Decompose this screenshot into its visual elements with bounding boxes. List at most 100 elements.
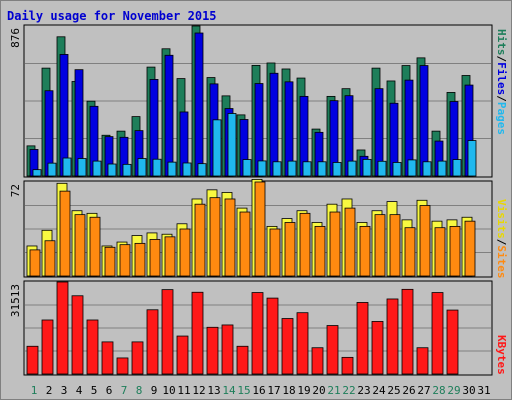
bar-sites-day-21 bbox=[329, 211, 341, 277]
bar-pages-day-2 bbox=[47, 162, 57, 177]
legend-sites: Sites bbox=[495, 245, 508, 278]
bar-sites-day-3 bbox=[59, 190, 71, 277]
bar-pages-day-3 bbox=[62, 157, 72, 177]
bar-kbytes-day-27 bbox=[416, 347, 429, 375]
legend-bottom-panel: KBytes bbox=[495, 335, 508, 375]
bar-pages-day-18 bbox=[287, 160, 297, 177]
bar-pages-day-25 bbox=[392, 162, 402, 177]
bar-sites-day-7 bbox=[119, 244, 131, 277]
y-axis-max-label: 31513 bbox=[9, 284, 22, 317]
bar-kbytes-day-11 bbox=[176, 335, 189, 375]
bar-kbytes-day-23 bbox=[356, 302, 369, 375]
bar-pages-day-17 bbox=[272, 161, 282, 177]
bar-sites-day-22 bbox=[344, 207, 356, 277]
bar-pages-day-9 bbox=[152, 158, 162, 177]
bar-kbytes-day-7 bbox=[116, 357, 129, 375]
bar-pages-day-16 bbox=[257, 160, 267, 177]
bar-pages-day-4 bbox=[77, 158, 87, 177]
day-label-24: 24 bbox=[372, 384, 386, 397]
bar-kbytes-day-4 bbox=[71, 295, 84, 375]
day-label-12: 12 bbox=[192, 384, 205, 397]
legend-files: Files bbox=[495, 62, 508, 95]
legend-middle-panel: Visits/Sites bbox=[495, 199, 508, 279]
panel-1: 876 bbox=[9, 24, 493, 178]
bar-pages-day-30 bbox=[467, 140, 477, 177]
chart-panels: 876 72 31513 bbox=[9, 24, 493, 376]
y-axis-max-label: 876 bbox=[9, 28, 22, 48]
bar-sites-day-13 bbox=[209, 197, 221, 277]
legend-top-panel: Hits/Files/Pages bbox=[495, 29, 508, 135]
bar-pages-day-19 bbox=[302, 161, 312, 177]
day-label-14: 14 bbox=[222, 384, 236, 397]
bar-pages-day-28 bbox=[437, 160, 447, 177]
bar-sites-day-8 bbox=[134, 242, 146, 277]
bar-kbytes-day-24 bbox=[371, 321, 384, 375]
bar-pages-day-11 bbox=[182, 162, 192, 177]
day-label-7: 7 bbox=[121, 384, 128, 397]
day-label-27: 27 bbox=[417, 384, 430, 397]
bar-files-day-10 bbox=[164, 54, 174, 177]
bar-sites-day-28 bbox=[434, 227, 446, 277]
bar-sites-day-19 bbox=[299, 212, 311, 277]
legend-kbytes: KBytes bbox=[495, 335, 508, 375]
bar-kbytes-day-22 bbox=[341, 356, 354, 375]
bar-sites-day-30 bbox=[464, 220, 476, 277]
day-label-22: 22 bbox=[342, 384, 355, 397]
bar-kbytes-day-29 bbox=[446, 309, 459, 375]
bar-pages-day-13 bbox=[212, 119, 222, 177]
bar-sites-day-18 bbox=[284, 222, 296, 277]
day-label-3: 3 bbox=[61, 384, 68, 397]
bar-pages-day-29 bbox=[452, 159, 462, 177]
day-label-18: 18 bbox=[282, 384, 295, 397]
day-label-19: 19 bbox=[297, 384, 310, 397]
side-legend: Hits/Files/Pages Visits/Sites KBytes bbox=[495, 29, 508, 375]
bar-kbytes-day-12 bbox=[191, 291, 204, 375]
bar-kbytes-day-14 bbox=[221, 324, 234, 375]
bar-sites-day-16 bbox=[254, 181, 266, 277]
bar-pages-day-20 bbox=[317, 161, 327, 177]
bar-kbytes-day-15 bbox=[236, 345, 249, 375]
bar-kbytes-day-10 bbox=[161, 289, 174, 375]
day-label-23: 23 bbox=[357, 384, 370, 397]
bar-kbytes-day-28 bbox=[431, 292, 444, 375]
day-label-15: 15 bbox=[237, 384, 250, 397]
legend-pages: Pages bbox=[495, 102, 508, 135]
bar-sites-day-9 bbox=[149, 239, 161, 277]
legend-separator: / bbox=[495, 95, 508, 102]
bar-files-day-17 bbox=[269, 72, 279, 177]
bar-sites-day-10 bbox=[164, 236, 176, 277]
y-axis-max-label: 72 bbox=[9, 184, 22, 197]
bar-files-day-12 bbox=[194, 32, 204, 177]
bar-files-day-27 bbox=[419, 65, 429, 177]
bar-sites-day-26 bbox=[404, 227, 416, 277]
day-label-10: 10 bbox=[162, 384, 175, 397]
bar-pages-day-10 bbox=[167, 161, 177, 177]
bar-kbytes-day-21 bbox=[326, 325, 339, 375]
bar-pages-day-12 bbox=[197, 163, 207, 177]
bar-kbytes-day-26 bbox=[401, 288, 414, 375]
bar-kbytes-day-13 bbox=[206, 326, 219, 375]
day-label-29: 29 bbox=[447, 384, 460, 397]
day-label-6: 6 bbox=[106, 384, 113, 397]
bar-pages-day-24 bbox=[377, 160, 387, 177]
day-label-25: 25 bbox=[387, 384, 400, 397]
bar-sites-day-15 bbox=[239, 211, 251, 277]
bar-sites-day-14 bbox=[224, 198, 236, 277]
bar-sites-day-24 bbox=[374, 214, 386, 277]
bar-pages-day-26 bbox=[407, 159, 417, 177]
day-label-17: 17 bbox=[267, 384, 280, 397]
bar-kbytes-day-6 bbox=[101, 341, 114, 375]
chart-title: Daily usage for November 2015 bbox=[7, 9, 217, 23]
day-label-30: 30 bbox=[462, 384, 475, 397]
bar-pages-day-23 bbox=[362, 158, 372, 177]
bar-sites-day-1 bbox=[29, 249, 41, 277]
bar-pages-day-1 bbox=[32, 169, 42, 177]
day-label-11: 11 bbox=[177, 384, 190, 397]
day-label-5: 5 bbox=[91, 384, 98, 397]
day-label-16: 16 bbox=[252, 384, 265, 397]
bar-kbytes-day-18 bbox=[281, 318, 294, 375]
day-label-1: 1 bbox=[31, 384, 38, 397]
bar-kbytes-day-2 bbox=[41, 319, 54, 375]
bar-sites-day-6 bbox=[104, 246, 116, 277]
